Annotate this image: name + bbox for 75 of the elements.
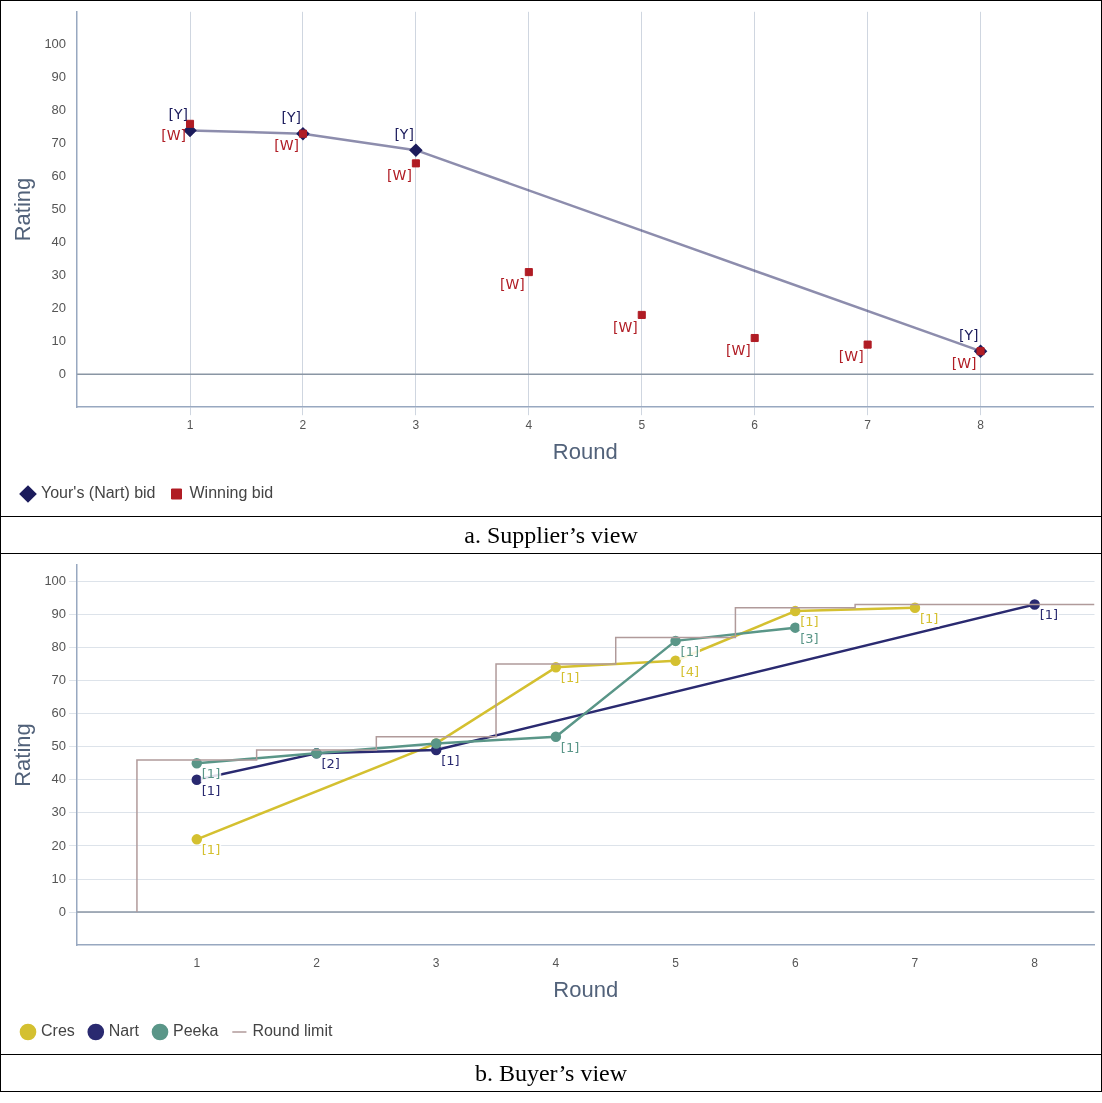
y-tick-label: 0 — [58, 903, 67, 919]
y-tick-label: 60 — [51, 168, 67, 184]
annotation: [W] — [274, 137, 299, 154]
annotation: [W] — [612, 318, 638, 335]
x-tick-label: 3 — [432, 955, 440, 970]
legend-label: Cres — [41, 1022, 75, 1040]
y-tick-label: 100 — [44, 572, 67, 588]
y-tick-label: 20 — [51, 837, 67, 853]
annotation: [W] — [951, 354, 977, 371]
x-tick-label: 1 — [186, 417, 194, 432]
x-tick-label: 2 — [313, 955, 321, 970]
y-tick-label: 40 — [51, 234, 67, 250]
y-tick-label: 80 — [51, 639, 67, 655]
legend-label: Peeka — [173, 1022, 219, 1040]
y-tick-label: 30 — [51, 804, 67, 820]
x-tick-label: 4 — [525, 417, 533, 432]
text: a. Supplier’s view — [1, 516, 1101, 553]
y-tick-label: 90 — [51, 69, 67, 85]
annotation: [1] — [680, 643, 699, 659]
x-axis-title: Round — [553, 976, 619, 1002]
y-tick-label: 10 — [51, 332, 67, 348]
x-tick-label: 2 — [299, 417, 307, 432]
y-tick-label: 80 — [51, 102, 67, 118]
x-tick-label: 5 — [638, 417, 646, 432]
y-tick-label: 70 — [51, 672, 67, 688]
y-tick-label: 50 — [51, 201, 67, 217]
annotation: [4] — [680, 663, 699, 679]
y-tick-label: 50 — [51, 738, 67, 754]
x-tick-label: 1 — [193, 955, 201, 970]
annotation: [2] — [321, 756, 340, 772]
annotation: [1] — [201, 766, 221, 782]
annotation: [1] — [201, 782, 221, 798]
annotation: [Y] — [959, 326, 979, 343]
annotation: [W] — [387, 167, 412, 184]
annotation: [Y] — [394, 125, 414, 142]
x-tick-label: 3 — [412, 417, 420, 432]
x-axis-title: Round — [552, 438, 618, 464]
y-tick-label: 0 — [58, 365, 67, 381]
x-tick-label: 6 — [791, 955, 799, 970]
y-tick-label: 60 — [51, 705, 67, 721]
y-axis-title: Rating — [10, 723, 36, 787]
y-tick-label: 20 — [51, 299, 67, 315]
legend-label: Nart — [108, 1022, 140, 1040]
y-tick-label: 40 — [51, 771, 67, 787]
annotation: [3] — [800, 630, 819, 646]
y-axis-title: Rating — [10, 177, 36, 242]
text: b. Buyer’s view — [1, 1054, 1101, 1091]
y-tick-label: 90 — [51, 606, 67, 621]
x-tick-label: 8 — [1031, 955, 1039, 970]
annotation: [Y] — [168, 106, 189, 123]
x-tick-label: 6 — [751, 417, 759, 432]
annotation: [1] — [919, 610, 939, 626]
annotation: [1] — [560, 739, 580, 755]
annotation: [Y] — [281, 109, 301, 126]
annotation: [W] — [725, 341, 751, 358]
annotation: [1] — [201, 842, 221, 858]
legend-label: Winning bid — [189, 484, 274, 502]
x-tick-label: 5 — [672, 955, 680, 970]
legend-label: Round limit — [252, 1022, 333, 1040]
annotation: [1] — [800, 613, 819, 629]
annotation: [1] — [441, 752, 460, 768]
annotation: [1] — [1039, 607, 1059, 623]
y-tick-label: 10 — [51, 870, 67, 886]
x-tick-label: 7 — [864, 417, 872, 432]
x-tick-label: 8 — [977, 417, 985, 432]
annotation: [W] — [838, 348, 864, 365]
y-tick-label: 30 — [51, 266, 67, 282]
legend-label: Your's (Nart) bid — [41, 484, 156, 502]
x-tick-label: 4 — [552, 955, 560, 970]
y-tick-label: 70 — [51, 135, 67, 151]
y-tick-label: 100 — [44, 36, 67, 52]
annotation: [W] — [500, 275, 525, 292]
annotation: [1] — [560, 670, 580, 686]
annotation: [W] — [161, 127, 187, 144]
x-tick-label: 7 — [911, 955, 919, 970]
